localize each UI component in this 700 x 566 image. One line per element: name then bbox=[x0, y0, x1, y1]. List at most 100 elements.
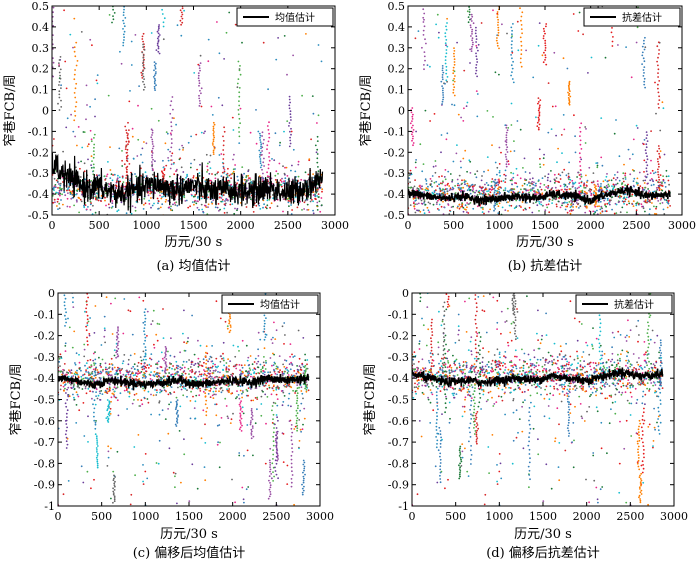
scatter-point bbox=[148, 200, 150, 202]
scatter-point bbox=[605, 179, 607, 181]
scatter-point bbox=[462, 120, 464, 122]
scatter-point bbox=[133, 158, 135, 160]
scatter-point bbox=[157, 323, 159, 325]
scatter-point bbox=[190, 167, 192, 169]
scatter-point bbox=[415, 212, 417, 214]
scatter-point bbox=[577, 256, 579, 258]
scatter-point bbox=[531, 181, 533, 183]
scatter-point bbox=[58, 84, 60, 86]
scatter-point bbox=[536, 193, 538, 195]
scatter-point bbox=[289, 107, 291, 109]
x-tick-label: 1000 bbox=[485, 219, 513, 232]
scatter-point bbox=[154, 81, 156, 83]
scatter-point bbox=[93, 353, 95, 355]
scatter-point bbox=[437, 200, 439, 202]
scatter-point bbox=[425, 43, 427, 45]
scatter-point bbox=[638, 203, 640, 205]
scatter-point bbox=[659, 203, 661, 205]
scatter-point bbox=[140, 154, 142, 156]
scatter-point bbox=[91, 167, 93, 169]
scatter-point bbox=[499, 172, 501, 174]
scatter-point bbox=[142, 369, 144, 371]
scatter-point bbox=[74, 97, 76, 99]
scatter-point bbox=[497, 35, 499, 37]
scatter-point bbox=[477, 194, 479, 196]
scatter-point bbox=[643, 43, 645, 45]
scatter-point bbox=[107, 183, 109, 185]
scatter-point bbox=[643, 66, 645, 68]
scatter-point bbox=[457, 179, 459, 181]
scatter-point bbox=[659, 189, 661, 191]
scatter-point bbox=[112, 193, 114, 195]
scatter-point bbox=[467, 183, 469, 185]
scatter-point bbox=[631, 195, 633, 197]
scatter-point bbox=[158, 48, 160, 50]
scatter-point bbox=[593, 192, 595, 194]
scatter-point bbox=[283, 366, 285, 368]
y-tick-label: 0.3 bbox=[32, 42, 50, 55]
scatter-point bbox=[204, 479, 206, 481]
scatter-point bbox=[542, 177, 544, 179]
scatter-point bbox=[86, 209, 88, 211]
scatter-point bbox=[126, 132, 128, 134]
scatter-point bbox=[66, 88, 68, 90]
scatter-point bbox=[463, 70, 465, 72]
scatter-point bbox=[427, 219, 429, 221]
scatter-point bbox=[450, 173, 452, 175]
scatter-point bbox=[310, 201, 312, 203]
scatter-point bbox=[668, 175, 670, 177]
scatter-point bbox=[643, 207, 645, 209]
scatter-point bbox=[196, 169, 198, 171]
scatter-point bbox=[105, 390, 107, 392]
scatter-point bbox=[213, 153, 215, 155]
scatter-point bbox=[164, 168, 166, 170]
x-tick-label: 2000 bbox=[577, 219, 605, 232]
scatter-point bbox=[271, 339, 273, 341]
scatter-point bbox=[152, 174, 154, 176]
scatter-point bbox=[414, 179, 416, 181]
scatter-point bbox=[243, 502, 245, 504]
scatter-point bbox=[234, 356, 236, 358]
scatter-point bbox=[636, 252, 638, 254]
scatter-point bbox=[519, 205, 521, 207]
scatter-point bbox=[544, 54, 546, 56]
scatter-point bbox=[647, 183, 649, 185]
scatter-point bbox=[190, 391, 192, 393]
scatter-point bbox=[213, 150, 215, 152]
scatter-point bbox=[565, 209, 567, 211]
scatter-point bbox=[414, 208, 416, 210]
scatter-point bbox=[442, 201, 444, 203]
scatter-point bbox=[69, 206, 71, 208]
scatter-point bbox=[482, 190, 484, 192]
scatter-point bbox=[158, 46, 160, 48]
scatter-point bbox=[642, 206, 644, 208]
scatter-point bbox=[239, 364, 241, 366]
scatter-point bbox=[517, 21, 519, 23]
scatter-point bbox=[580, 159, 582, 161]
scatter-point bbox=[172, 117, 174, 119]
scatter-point bbox=[214, 217, 216, 219]
scatter-point bbox=[249, 196, 251, 198]
scatter-point bbox=[182, 147, 184, 149]
scatter-point bbox=[77, 394, 79, 396]
scatter-point bbox=[526, 202, 528, 204]
scatter-point bbox=[54, 201, 56, 203]
scatter-point bbox=[313, 212, 315, 214]
scatter-point bbox=[195, 400, 197, 402]
scatter-point bbox=[644, 211, 646, 213]
scatter-point bbox=[304, 359, 306, 361]
scatter-point bbox=[315, 145, 317, 147]
scatter-point bbox=[578, 232, 580, 234]
scatter-point bbox=[633, 200, 635, 202]
scatter-point bbox=[224, 131, 226, 133]
scatter-point bbox=[219, 209, 221, 211]
scatter-point bbox=[57, 187, 59, 189]
scatter-point bbox=[152, 132, 154, 134]
scatter-point bbox=[513, 229, 515, 231]
scatter-point bbox=[252, 238, 254, 240]
scatter-point bbox=[152, 320, 154, 322]
scatter-point bbox=[468, 203, 470, 205]
scatter-point bbox=[91, 155, 93, 157]
scatter-point bbox=[423, 19, 425, 21]
scatter-point bbox=[186, 396, 188, 398]
